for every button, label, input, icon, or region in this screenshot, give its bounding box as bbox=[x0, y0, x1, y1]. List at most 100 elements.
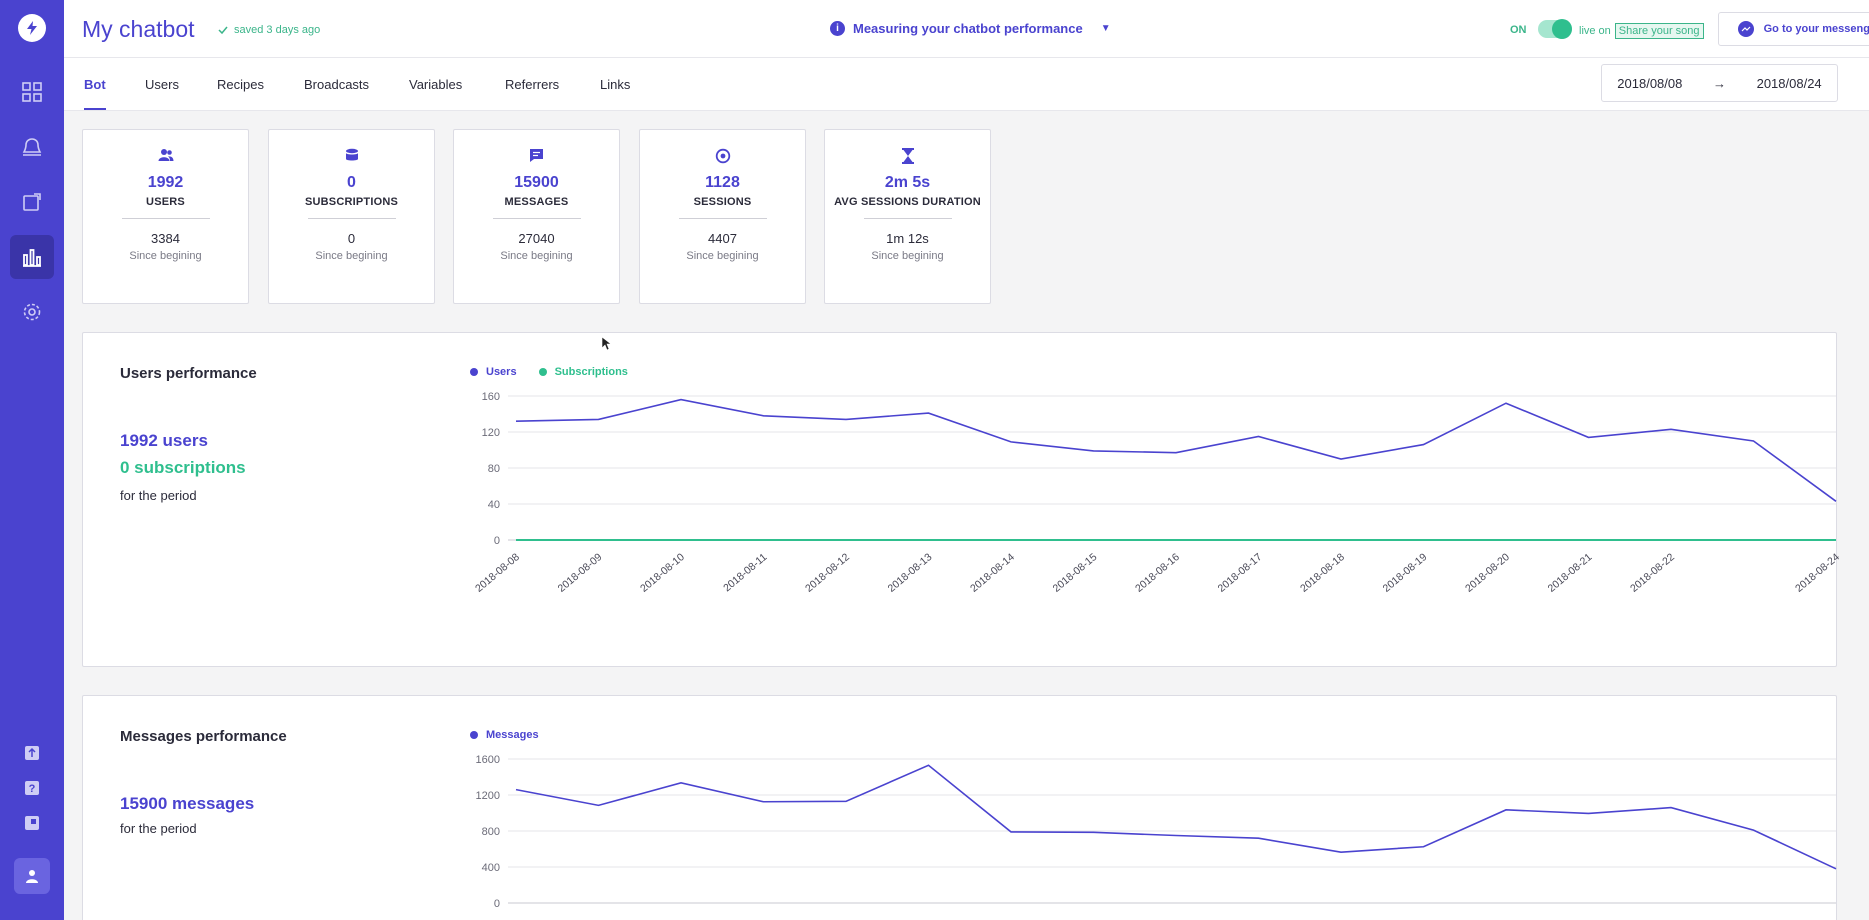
series-line-users[interactable] bbox=[515, 398, 1837, 502]
legend-label: Users bbox=[486, 366, 517, 378]
subscriptions-icon bbox=[269, 148, 434, 166]
users-metric: 1992 users bbox=[120, 431, 208, 450]
x-tick-label: 2018-08-17 bbox=[1216, 551, 1265, 595]
eye-icon bbox=[640, 148, 805, 166]
info-icon: i bbox=[830, 21, 845, 36]
check-icon bbox=[218, 26, 228, 35]
stat-since: Since begining bbox=[500, 250, 573, 262]
legend-dot bbox=[538, 368, 547, 376]
messenger-button-label: Go to your messenger bbox=[1763, 23, 1869, 35]
measuring-dropdown[interactable]: i Measuring your chatbot performance ▼ bbox=[830, 21, 1111, 36]
x-tick-label: 2018-08-13 bbox=[886, 551, 935, 595]
y-tick-label: 1200 bbox=[476, 790, 500, 802]
tab-variables[interactable]: Variables bbox=[409, 77, 463, 92]
stat-value: 2m 5s bbox=[884, 174, 931, 191]
on-label: ON bbox=[1510, 24, 1527, 36]
divider bbox=[492, 218, 581, 219]
y-tick-label: 400 bbox=[482, 862, 500, 874]
sidebar: ? bbox=[0, 0, 64, 920]
period-label: for the period bbox=[120, 488, 197, 503]
x-tick-label: 2018-08-19 bbox=[1381, 551, 1430, 595]
caret-down-icon: ▼ bbox=[1100, 23, 1111, 34]
arrow-right-icon: → bbox=[1712, 75, 1726, 91]
active-tab-indicator bbox=[84, 108, 106, 110]
dashboard-icon[interactable] bbox=[10, 70, 54, 114]
tab-recipes[interactable]: Recipes bbox=[217, 77, 264, 92]
help-icon[interactable]: ? bbox=[22, 778, 42, 798]
x-tick-label: 2018-08-20 bbox=[1463, 551, 1512, 595]
y-tick-label: 40 bbox=[488, 499, 500, 511]
series-line-messages[interactable] bbox=[515, 764, 1837, 870]
subscriptions-metric: 0 subscriptions bbox=[120, 458, 246, 477]
stat-card-messages: 15900 MESSAGES 27040 Since begining bbox=[453, 129, 620, 304]
x-tick-label: 2018-08-14 bbox=[968, 551, 1017, 595]
stat-total: 4407 bbox=[708, 231, 737, 246]
x-tick-label: 2018-08-08 bbox=[473, 551, 522, 595]
panel-title: Users performance bbox=[120, 365, 257, 382]
tab-users[interactable]: Users bbox=[145, 77, 179, 92]
stat-total: 27040 bbox=[518, 231, 555, 246]
x-tick-label: 2018-08-12 bbox=[803, 551, 852, 595]
messages-performance-panel: Messages performance 15900 messages for … bbox=[82, 695, 1837, 920]
stat-card-sessions: 1128 SESSIONS 4407 Since begining bbox=[639, 129, 806, 304]
date-start[interactable]: 2018/08/08 bbox=[1617, 75, 1683, 91]
messenger-icon bbox=[1737, 21, 1754, 37]
users-line-chart: 0 40 80 120 160 2018-08-08 2018-08-09 2018-08-1… bbox=[473, 391, 1842, 595]
legend-dot bbox=[470, 731, 478, 739]
panel-title: Messages performance bbox=[120, 728, 287, 745]
go-to-messenger-button[interactable]: Go to your messenger bbox=[1718, 12, 1869, 46]
users-performance-panel: Users performance 1992 users 0 subscript… bbox=[82, 332, 1842, 667]
x-tick-label: 2018-08-11 bbox=[721, 551, 769, 594]
x-tick-label: 2018-08-15 bbox=[1051, 551, 1100, 595]
bell-icon[interactable] bbox=[10, 125, 54, 169]
stat-value: 1992 bbox=[147, 174, 184, 191]
y-tick-label: 120 bbox=[482, 427, 500, 439]
legend-item-subscriptions[interactable]: Subscriptions bbox=[538, 366, 628, 378]
stat-card-users: 1992 USERS 3384 Since begining bbox=[82, 129, 249, 304]
logo-icon[interactable] bbox=[18, 14, 46, 42]
tab-links[interactable]: Links bbox=[600, 77, 631, 92]
user-icon[interactable] bbox=[14, 858, 50, 894]
live-toggle[interactable] bbox=[1538, 19, 1572, 39]
stat-value: 15900 bbox=[514, 174, 559, 191]
upload-icon[interactable] bbox=[22, 743, 42, 763]
book-icon[interactable] bbox=[22, 813, 42, 833]
y-tick-label: 0 bbox=[494, 535, 500, 547]
message-icon bbox=[454, 148, 619, 166]
y-tick-label: 160 bbox=[482, 391, 500, 403]
top-bar: My chatbot saved 3 days ago i Measuring … bbox=[64, 0, 1869, 58]
legend-item-users[interactable]: Users bbox=[470, 366, 517, 378]
divider bbox=[121, 218, 210, 219]
live-on-label: live on bbox=[1579, 25, 1611, 37]
x-tick-label: 2018-08-10 bbox=[638, 551, 687, 595]
tab-broadcasts[interactable]: Broadcasts bbox=[304, 77, 370, 92]
stat-label: SUBSCRIPTIONS bbox=[304, 196, 399, 208]
messages-metric: 15900 messages bbox=[120, 794, 255, 813]
tab-bot[interactable]: Bot bbox=[84, 77, 106, 92]
x-tick-label: 2018-08-22 bbox=[1628, 551, 1677, 595]
edit-icon[interactable] bbox=[10, 180, 54, 224]
y-tick-label: 1600 bbox=[476, 754, 500, 766]
stat-label: USERS bbox=[146, 196, 185, 208]
toggle-knob bbox=[1552, 19, 1572, 39]
tab-bar: Bot Users Recipes Broadcasts Variables R… bbox=[64, 58, 1869, 111]
svg-text:?: ? bbox=[29, 783, 36, 795]
tab-referrers[interactable]: Referrers bbox=[505, 77, 560, 92]
saved-status: saved 3 days ago bbox=[218, 24, 320, 36]
divider bbox=[678, 218, 767, 219]
chart-legend: Messages bbox=[470, 729, 539, 741]
y-tick-label: 80 bbox=[488, 463, 500, 475]
date-range-picker[interactable]: 2018/08/08 → 2018/08/24 bbox=[1601, 64, 1838, 102]
chart-legend: Users Subscriptions bbox=[470, 366, 628, 378]
x-tick-label: 2018-08-09 bbox=[556, 551, 605, 595]
legend-item-messages[interactable]: Messages bbox=[470, 729, 539, 741]
analytics-icon[interactable] bbox=[10, 235, 54, 279]
x-tick-label: 2018-08-21 bbox=[1546, 551, 1595, 595]
saved-status-text: saved 3 days ago bbox=[234, 24, 321, 36]
divider bbox=[307, 218, 396, 219]
stat-since: Since begining bbox=[129, 250, 202, 262]
date-end[interactable]: 2018/08/24 bbox=[1756, 75, 1822, 91]
stat-value: 1128 bbox=[705, 174, 740, 191]
share-song-link[interactable]: Share your song bbox=[1614, 23, 1704, 39]
gear-icon[interactable] bbox=[10, 290, 54, 334]
